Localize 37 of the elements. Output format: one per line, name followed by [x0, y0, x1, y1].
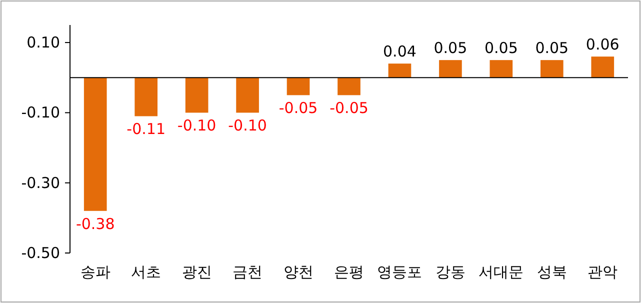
x-tick-label: 서대문	[478, 263, 524, 281]
x-tick-label: 강동	[435, 263, 466, 281]
bar	[540, 60, 564, 78]
x-tick-label: 은평	[334, 263, 364, 281]
data-label: -0.05	[278, 99, 318, 118]
bar	[439, 60, 462, 78]
data-label: -0.11	[126, 120, 166, 138]
bar	[185, 78, 208, 113]
x-tick-label: 광진	[182, 263, 212, 281]
data-label: -0.10	[177, 116, 216, 135]
x-tick-label: 관악	[588, 263, 618, 281]
y-tick-label: 0.10	[26, 34, 60, 52]
data-label: 0.06	[586, 36, 620, 54]
y-tick-label: -0.30	[21, 174, 60, 192]
bar	[286, 78, 310, 96]
x-tick-label: 양천	[283, 263, 314, 281]
bar	[84, 78, 107, 211]
data-label: 0.05	[484, 39, 518, 58]
bar	[338, 78, 360, 96]
data-label: -0.10	[228, 116, 267, 135]
bar	[236, 78, 259, 113]
data-label: 0.05	[535, 39, 569, 58]
data-label: -0.05	[330, 99, 368, 118]
x-tick-label: 금천	[232, 263, 263, 281]
y-tick-label: -0.50	[21, 244, 60, 262]
bar	[134, 78, 158, 116]
bar	[490, 60, 513, 78]
y-tick-label: -0.10	[21, 104, 60, 122]
data-label: -0.38	[76, 214, 115, 233]
x-tick-label: 성북	[536, 263, 567, 281]
bar	[591, 56, 614, 78]
bar	[388, 64, 412, 78]
x-tick-label: 서초	[131, 263, 162, 281]
data-label: 0.04	[383, 42, 416, 61]
data-label: 0.05	[434, 39, 468, 58]
x-tick-label: 송파	[80, 263, 110, 281]
x-tick-label: 영등포	[377, 263, 422, 281]
